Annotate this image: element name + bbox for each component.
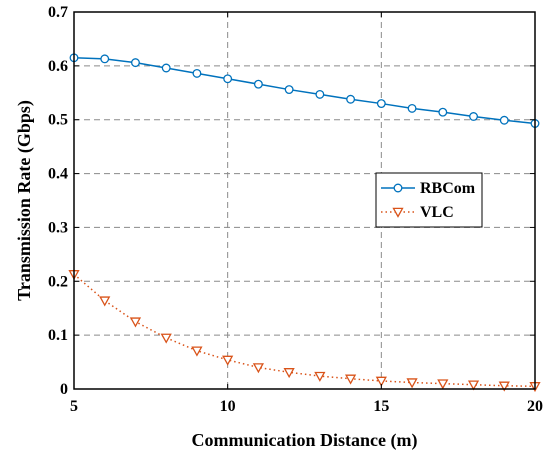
vlc-data-point (467, 380, 480, 391)
vlc-data-point (406, 378, 418, 389)
x-tick-label: 20 (527, 398, 543, 415)
vlc-data-point (191, 346, 203, 357)
vlc-series-line (73, 273, 536, 388)
legend: RBCom VLC (375, 172, 483, 228)
y-tick-label: 0.2 (48, 273, 68, 290)
vlc-data-point (160, 333, 172, 344)
x-tick-label: 10 (220, 398, 236, 415)
legend-marker-vlc (392, 207, 404, 218)
rbcom-data-point (376, 99, 386, 109)
rbcom-data-point (161, 63, 171, 73)
y-axis-title: Transmission Rate (Gbps) (14, 100, 35, 301)
rbcom-data-point (346, 94, 356, 104)
rbcom-data-point (469, 112, 478, 121)
y-tick-label: 0.1 (48, 327, 68, 344)
rbcom-data-point (223, 74, 233, 84)
ticks: 5 10 15 20 0 0.1 0.2 0.3 0.4 0.5 0.6 0.7 (48, 4, 543, 415)
y-tick-label: 0.7 (48, 4, 68, 21)
rbcom-data-point (315, 89, 325, 99)
y-tick-label: 0.3 (48, 219, 68, 236)
y-tick-label: 0.6 (48, 58, 68, 75)
legend-label-rbcom: RBCom (420, 180, 476, 197)
legend-box (375, 172, 483, 228)
vlc-data-point (375, 376, 387, 387)
vlc-data-point (437, 379, 449, 390)
vlc-data-point (283, 368, 295, 379)
plot-frame (73, 11, 536, 390)
rbcom-data-point (192, 68, 202, 78)
vlc-data-point (252, 363, 265, 374)
y-tick-label: 0.5 (48, 112, 68, 129)
rbcom-data-point (100, 54, 110, 64)
rbcom-data-point (131, 58, 140, 68)
vlc-data-point (222, 355, 234, 366)
rbcom-data-point (407, 103, 417, 113)
vlc-data-point (498, 381, 510, 392)
vlc-data-point (129, 317, 142, 328)
series-layer (68, 53, 541, 393)
rbcom-data-point (499, 115, 509, 125)
legend-label-vlc: VLC (420, 204, 454, 221)
x-tick-label: 15 (373, 398, 389, 415)
rbcom-data-point (284, 85, 294, 95)
x-tick-label: 5 (70, 398, 78, 415)
rbcom-data-point (438, 107, 448, 117)
rbcom-data-point (253, 79, 263, 89)
legend-marker-rbcom (393, 183, 403, 193)
vlc-data-point (314, 371, 326, 382)
rbcom-series-line (73, 57, 536, 125)
y-tick-label: 0.4 (48, 166, 68, 183)
vlc-data-point (344, 374, 357, 385)
x-axis-title: Communication Distance (m) (192, 430, 418, 451)
y-tick-label: 0 (60, 381, 68, 398)
vlc-data-point (99, 296, 111, 307)
